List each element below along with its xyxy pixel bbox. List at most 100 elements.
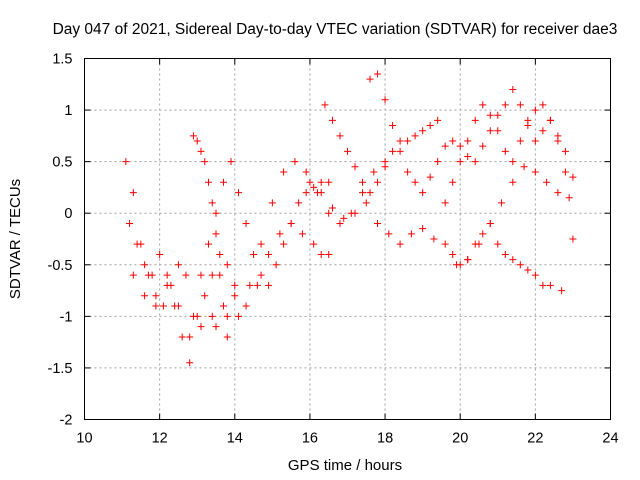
data-point [302,189,310,197]
data-point [494,240,502,248]
data-point [328,204,336,212]
data-point [223,333,231,341]
data-point [509,256,517,264]
data-point [385,230,393,238]
data-point [419,127,427,135]
axis-ticks [84,58,611,420]
data-point [126,220,134,228]
data-point [212,230,220,238]
data-point [539,127,547,135]
series-sat-b [126,220,239,367]
data-point [516,137,524,145]
data-point [498,199,506,207]
data-point [509,85,517,93]
data-point [494,127,502,135]
data-point [407,230,415,238]
data-point [471,116,479,124]
data-point [456,142,464,150]
data-point [268,199,276,207]
data-point [197,271,205,279]
data-point [501,101,509,109]
data-point [310,240,318,248]
series-sat-h [306,163,573,269]
data-point [231,292,239,300]
data-point [404,137,412,145]
data-point [396,147,404,155]
data-point [501,250,509,258]
data-point [449,250,457,258]
series-sat-j [441,101,577,207]
data-point [561,168,569,176]
data-point [456,158,464,166]
x-tick-label: 24 [602,431,618,447]
data-point [509,178,517,186]
x-tick-label: 16 [302,431,318,447]
data-point [554,189,562,197]
data-point [449,137,457,145]
y-axis-label: SDTVAR / TECUs [7,179,24,299]
data-point [370,168,378,176]
data-point [212,209,220,217]
data-point [539,281,547,289]
data-point [501,147,509,155]
y-tick-labels: -2 -1.5 -1 -0.5 0 0.5 1 1.5 [48,52,73,429]
data-point [389,147,397,155]
data-point [317,189,325,197]
data-point [317,178,325,186]
data-point [253,281,261,289]
data-point [265,281,273,289]
data-point [359,189,367,197]
data-point [310,183,318,191]
data-point [141,292,149,300]
data-point [204,240,212,248]
data-point [561,147,569,155]
data-point [265,250,273,258]
data-point [359,178,367,186]
data-point [486,127,494,135]
data-point [156,250,164,258]
data-point [524,266,532,274]
data-point [539,101,547,109]
data-point [374,70,382,78]
series-sat-d [129,220,333,341]
y-tick-label: -1.5 [48,361,73,377]
data-point [148,271,156,279]
data-point [257,240,265,248]
data-point [471,158,479,166]
data-point [516,261,524,269]
y-tick-label: 1.5 [52,52,72,68]
x-tick-label: 20 [452,431,468,447]
x-tick-label: 10 [76,431,92,447]
data-point [216,250,224,258]
data-point [204,178,212,186]
data-point [351,163,359,171]
data-point [122,158,130,166]
data-point [193,137,201,145]
data-point [509,158,517,166]
series-sat-a [122,158,333,320]
data-point [411,178,419,186]
data-point [212,323,220,331]
data-point [298,230,306,238]
data-point [531,271,539,279]
data-point [189,132,197,140]
data-point [223,312,231,320]
data-point [178,333,186,341]
data-point [554,132,562,140]
data-point [208,199,216,207]
x-tick-label: 14 [227,431,243,447]
data-point [325,250,333,258]
data-point [546,281,554,289]
data-point [336,132,344,140]
y-tick-label: 1 [64,103,72,119]
data-point [366,189,374,197]
data-point [163,271,171,279]
data-point [152,302,160,310]
series-sat-g [366,70,577,243]
data-point [231,281,239,289]
data-point [182,271,190,279]
data-point [441,199,449,207]
x-tick-label: 18 [377,431,393,447]
data-point [456,261,464,269]
data-point [186,333,194,341]
